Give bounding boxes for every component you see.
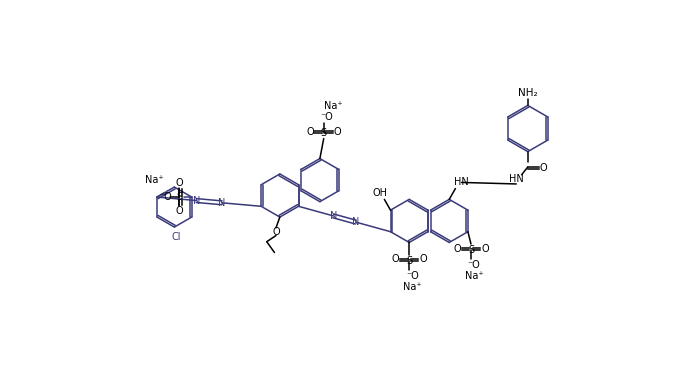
Text: O: O [334, 127, 341, 137]
Text: Na⁺: Na⁺ [464, 271, 484, 281]
Text: ⁻O: ⁻O [321, 112, 333, 122]
Text: O: O [272, 228, 279, 237]
Text: N: N [193, 195, 200, 206]
Text: O: O [306, 127, 314, 137]
Text: O: O [453, 244, 461, 254]
Text: NH₂: NH₂ [518, 88, 538, 98]
Text: OH: OH [372, 188, 387, 198]
Text: Cl: Cl [171, 232, 181, 242]
Text: ⁻O: ⁻O [159, 192, 172, 202]
Text: HN: HN [454, 177, 469, 187]
Text: O: O [419, 254, 427, 265]
Text: O: O [392, 254, 399, 265]
Text: N: N [329, 211, 337, 221]
Text: N: N [352, 217, 359, 227]
Text: Na⁺: Na⁺ [145, 175, 164, 185]
Text: S: S [176, 192, 182, 202]
Text: S: S [321, 128, 327, 138]
Text: methyl stub: methyl stub [160, 190, 169, 192]
Text: HN: HN [509, 174, 523, 184]
Text: Na⁺: Na⁺ [403, 282, 421, 292]
Text: O: O [539, 163, 547, 173]
Text: Na⁺: Na⁺ [323, 101, 342, 111]
Text: O: O [175, 178, 183, 188]
Text: O: O [481, 244, 488, 254]
Text: O: O [175, 206, 183, 216]
Text: S: S [406, 256, 412, 266]
Text: ⁻O: ⁻O [406, 271, 419, 280]
Text: S: S [468, 245, 474, 255]
Text: N: N [218, 198, 225, 208]
Text: ⁻O: ⁻O [468, 260, 480, 270]
